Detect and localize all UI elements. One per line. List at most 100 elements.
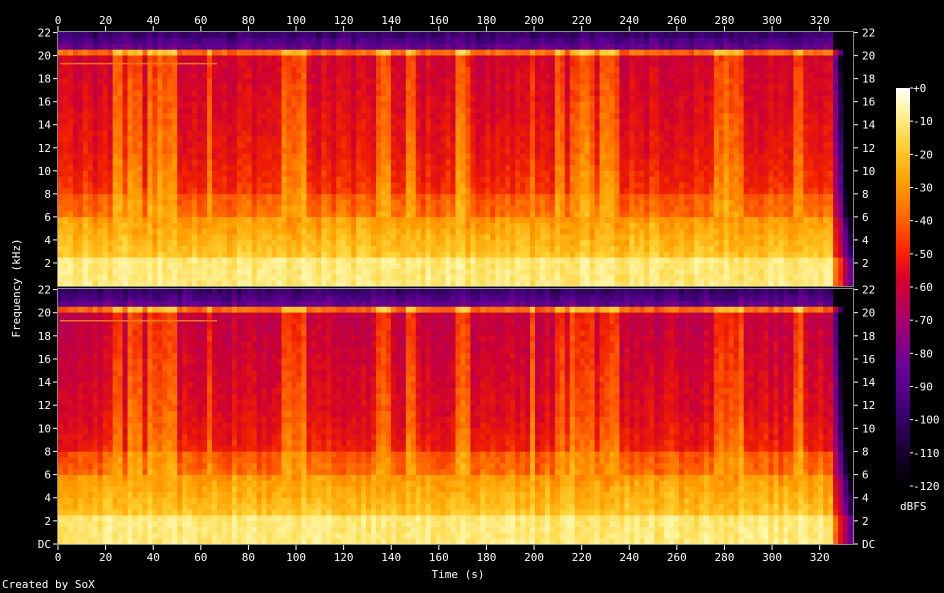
y-tick-label-left: 22 [38,27,51,40]
y-tick-label-right: 6 [862,469,869,482]
x-tick-label-bottom: 160 [429,551,449,564]
y-tick-label-left: 4 [44,234,51,247]
y-tick-label-right: 18 [862,73,875,86]
y-tick-label-right: 8 [862,445,869,458]
colorbar-tick-label: -110 [913,447,940,460]
x-tick-label-bottom: 20 [99,551,112,564]
y-tick-label-right: 2 [862,515,869,528]
x-tick-label-top: 240 [619,14,639,27]
x-tick-label-top: 220 [572,14,592,27]
x-tick-label-top: 200 [524,14,544,27]
spectrogram-channel-left [58,32,854,287]
x-tick-label-bottom: 240 [619,551,639,564]
spectrogram-channel-right [58,289,854,545]
y-tick-label-left: 6 [44,211,51,224]
y-tick-label-right: 4 [862,492,869,505]
y-tick-label-left: 18 [38,330,51,343]
x-tick-label-top: 300 [762,14,782,27]
y-tick-label-left: 2 [44,257,51,270]
y-tick-label-left: 14 [38,119,52,132]
x-tick-label-bottom: 180 [477,551,497,564]
y-tick-label-left: 16 [38,96,51,109]
colorbar-tick-label: -120 [913,480,940,493]
y-axis-left: 2 4 6 8 10 12 14 16 18 20 22 DC 2 4 6 8 10 12 14 16 18 20 22 [38,27,57,551]
y-tick-label-left: 8 [44,188,51,201]
y-axis-label: Frequency (kHz) [10,238,23,337]
x-tick-label-top: 40 [147,14,160,27]
x-tick-label-bottom: 260 [667,551,687,564]
y-tick-label-right: 14 [862,376,876,389]
y-tick-label-left: 14 [38,376,52,389]
credit-text: Created by SoX [2,578,95,591]
colorbar-ticks: +0 -10 -20 -30 -40 -50 -60 -70 -80 -90 -100 -110 -12… [910,82,940,493]
y-tick-label-left: 8 [44,445,51,458]
y-tick-label-left: 2 [44,515,51,528]
y-tick-label-left: 22 [38,284,51,297]
x-tick-label-top: 280 [715,14,735,27]
colorbar-tick-label: -30 [913,182,933,195]
y-tick-label-left: 10 [38,165,51,178]
x-tick-label-bottom: 100 [286,551,306,564]
y-tick-label-right: 12 [862,142,875,155]
y-tick-label-right: 4 [862,234,869,247]
y-tick-label-right: 10 [862,165,875,178]
x-axis-bottom: 0 20 40 60 80 100 120 140 160 180 200 220 240 260 280 3… [55,545,830,564]
colorbar-tick-label: -70 [913,314,933,327]
y-tick-label-left: DC [38,538,51,551]
y-tick-label-right: DC [862,538,875,551]
y-tick-label-right: 22 [862,284,875,297]
colorbar-tick-label: -50 [913,248,933,261]
y-tick-label-right: 14 [862,119,876,132]
plot-frame-left [57,31,854,287]
y-tick-label-right: 20 [862,50,875,63]
x-tick-label-top: 100 [286,14,306,27]
y-tick-label-right: 6 [862,211,869,224]
spectrogram-image [58,32,854,545]
x-tick-label-bottom: 40 [147,551,160,564]
x-tick-label-top: 260 [667,14,687,27]
y-tick-label-left: 10 [38,422,51,435]
x-tick-label-top: 140 [381,14,401,27]
y-tick-label-right: 20 [862,307,875,320]
x-tick-label-bottom: 80 [242,551,255,564]
y-tick-label-left: 12 [38,399,51,412]
y-tick-label-left: 12 [38,142,51,155]
x-tick-label-bottom: 200 [524,551,544,564]
y-axis-right: 2 4 6 8 10 12 14 16 18 20 22 DC 2 4 6 8 10 12 14 16 18 20 22 [854,27,876,551]
x-tick-label-bottom: 320 [810,551,830,564]
colorbar-tick-label: -90 [913,381,933,394]
colorbar [896,88,910,486]
x-tick-label-top: 80 [242,14,255,27]
x-tick-label-bottom: 0 [55,551,62,564]
y-tick-label-right: 16 [862,96,875,109]
x-tick-label-top: 20 [99,14,112,27]
x-tick-label-bottom: 300 [762,551,782,564]
x-axis-top: 0 20 40 60 80 100 120 140 160 180 200 220 240 260 280 3… [55,14,830,31]
y-tick-label-left: 18 [38,73,51,86]
x-tick-label-bottom: 60 [194,551,207,564]
y-tick-label-left: 20 [38,50,51,63]
x-axis-label: Time (s) [432,568,485,581]
x-tick-label-top: 60 [194,14,207,27]
x-tick-label-top: 160 [429,14,449,27]
y-tick-label-left: 16 [38,353,51,366]
x-tick-label-bottom: 120 [334,551,354,564]
colorbar-tick-label: -60 [913,281,933,294]
colorbar-label: dBFS [900,500,927,513]
colorbar-tick-label: -80 [913,347,933,360]
x-tick-label-top: 320 [810,14,830,27]
y-tick-label-left: 6 [44,469,51,482]
y-tick-label-left: 4 [44,492,51,505]
y-tick-label-right: 12 [862,399,875,412]
x-tick-label-bottom: 280 [715,551,735,564]
y-tick-label-left: 20 [38,307,51,320]
x-tick-label-top: 180 [477,14,497,27]
x-tick-label-top: 0 [55,14,62,27]
y-tick-label-right: 8 [862,188,869,201]
x-tick-label-top: 120 [334,14,354,27]
y-tick-label-right: 2 [862,257,869,270]
y-tick-label-right: 16 [862,353,875,366]
colorbar-tick-label: -100 [913,414,940,427]
y-tick-label-right: 22 [862,27,875,40]
